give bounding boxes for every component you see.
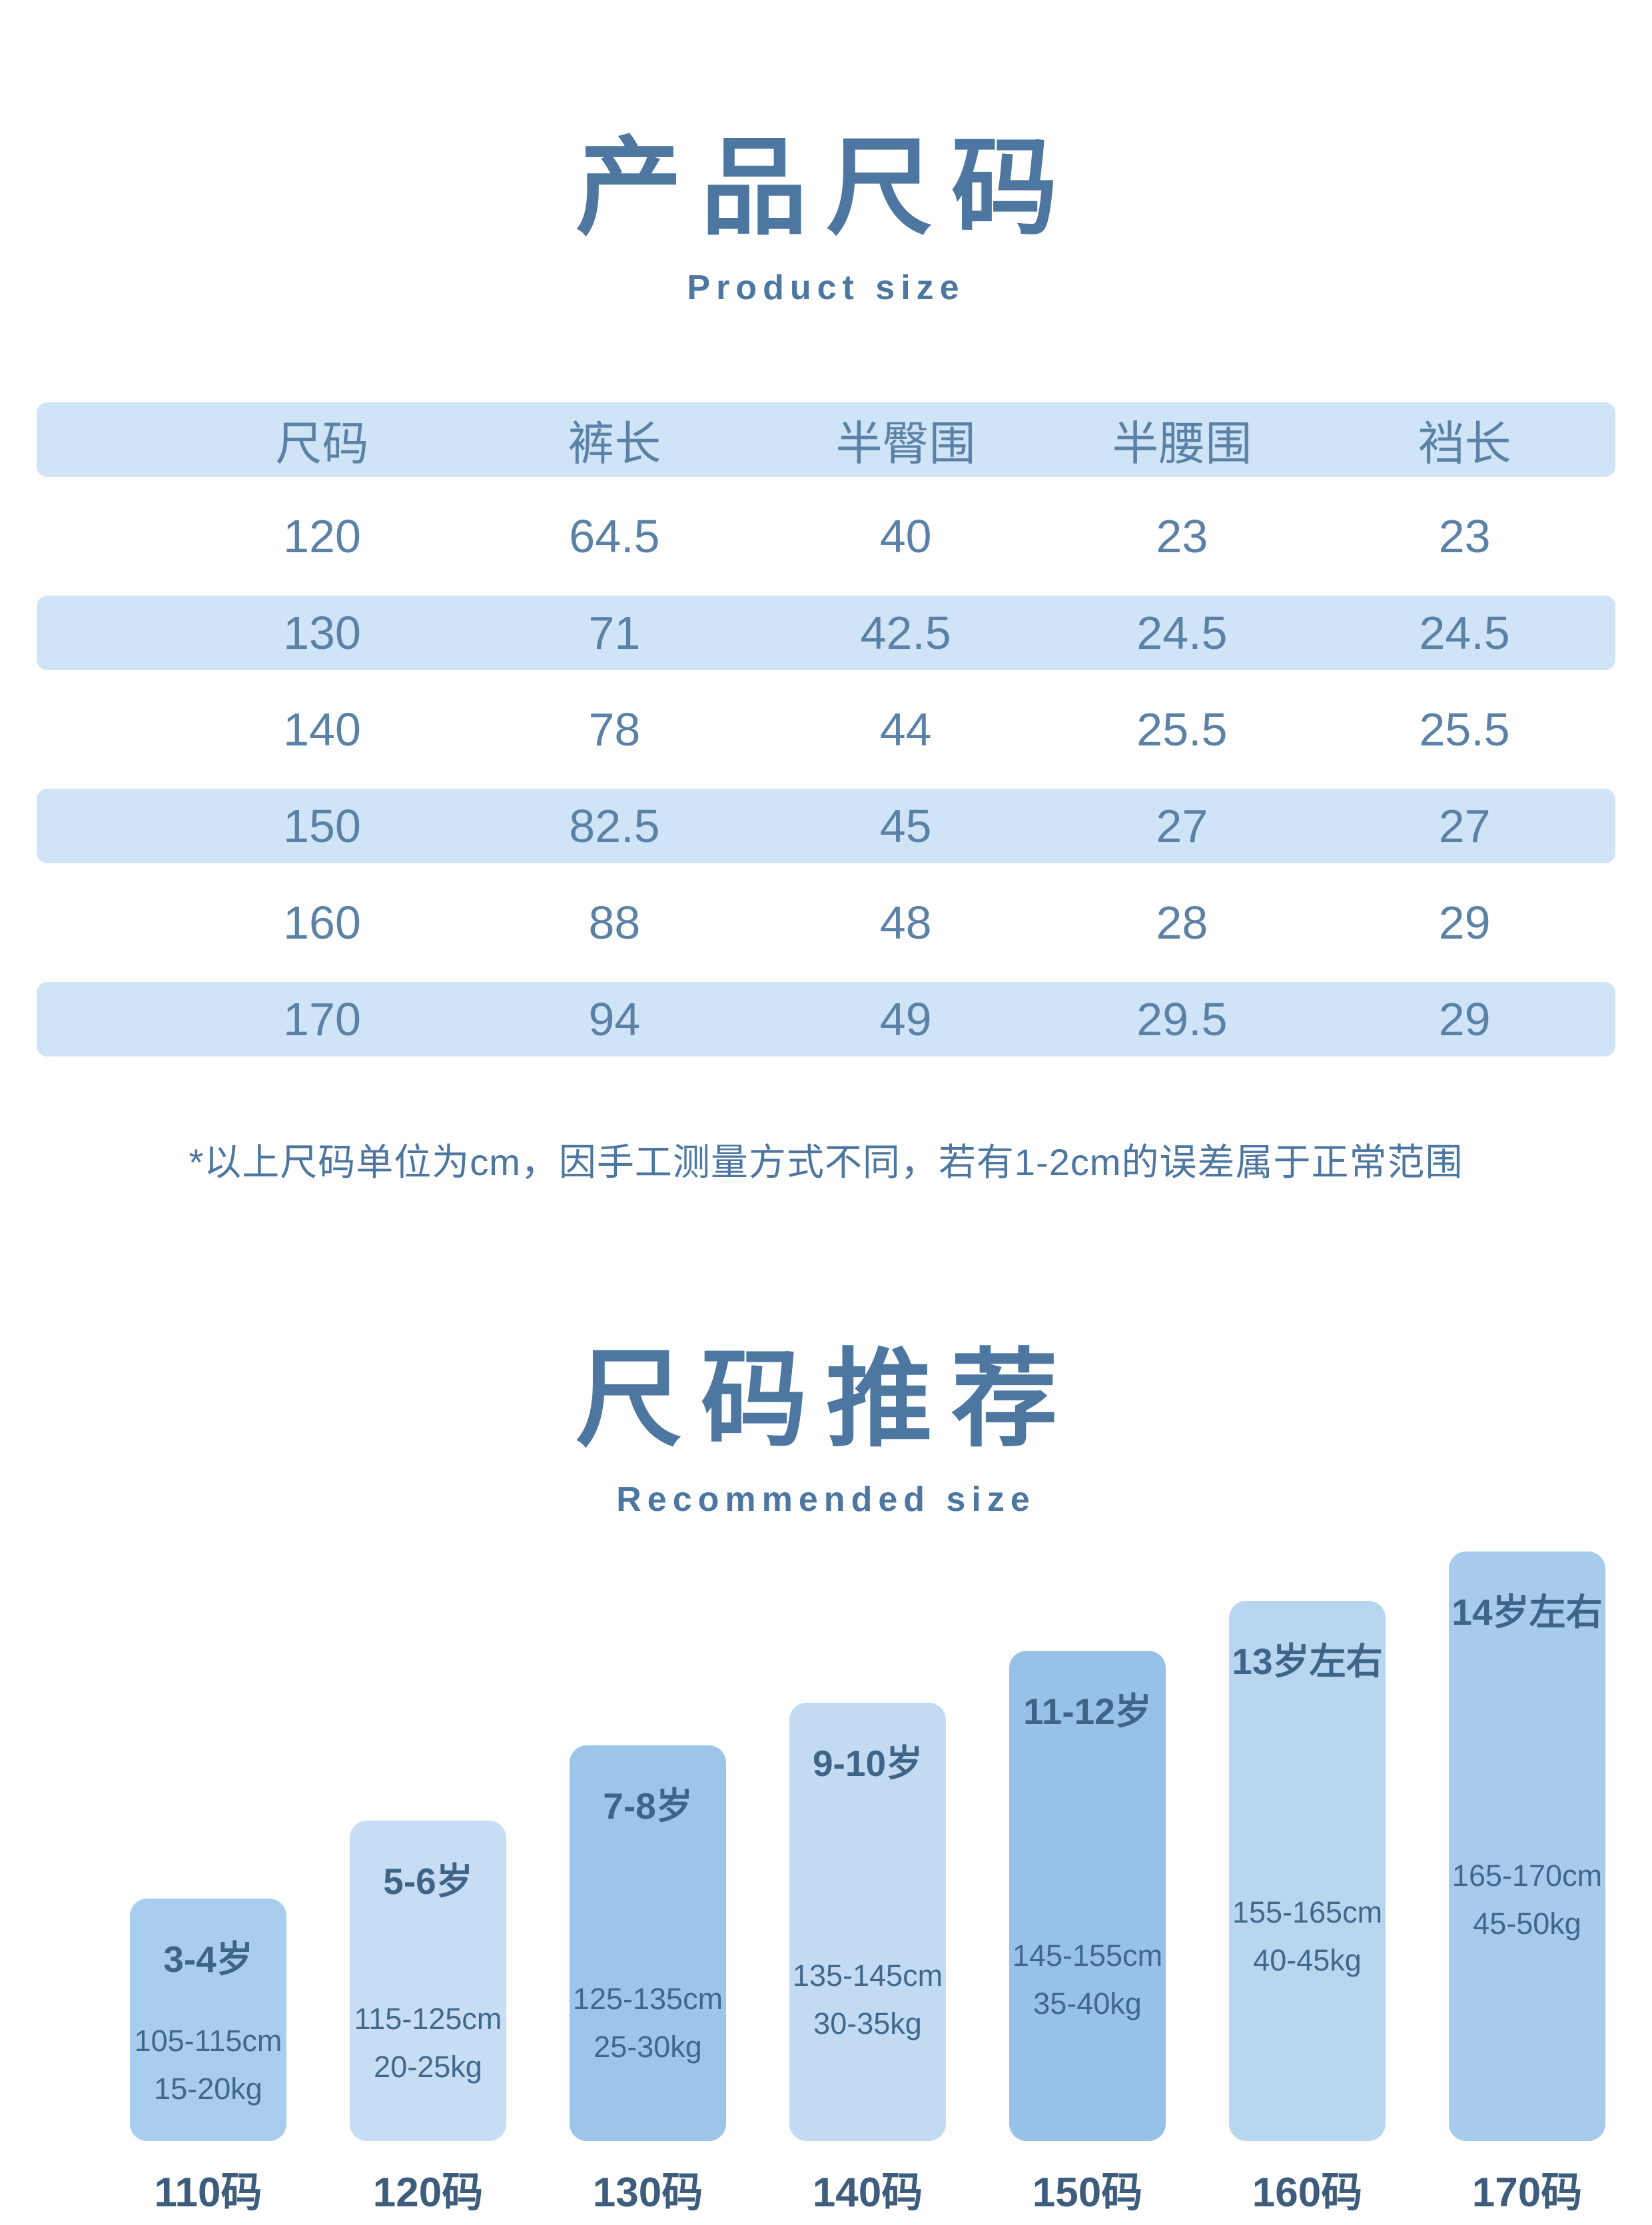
table-row: 150 82.5 45 27 27 (37, 789, 1615, 863)
bar-age-label: 9-10岁 (812, 1743, 923, 1784)
cell-size: 130 (283, 607, 361, 659)
size-bar-170: 14岁左右 165-170cm 45-50kg (1449, 1552, 1605, 2141)
cell-size: 140 (283, 703, 361, 755)
bar-range-block: 145-155cm 35-40kg (1013, 1932, 1162, 2141)
column-header-pants-length: 裤长 (568, 417, 661, 470)
cell-size: 120 (283, 510, 361, 562)
cell-half-waist: 24.5 (1136, 607, 1228, 659)
table-row: 140 78 44 25.5 25.5 (37, 692, 1615, 767)
bar-range-block: 165-170cm 45-50kg (1452, 1852, 1602, 2141)
bar-weight-range: 30-35kg (813, 2006, 922, 2040)
cell-crotch-length: 27 (1438, 800, 1491, 852)
measurement-note: *以上尺码单位为cm，因手工测量方式不同，若有1-2cm的误差属于正常范围 (189, 1141, 1463, 1183)
bar-weight-range: 25-30kg (594, 2030, 702, 2064)
bar-column-150: 11-12岁 145-155cm 35-40kg 150码 (1009, 1651, 1166, 2218)
bar-column-160: 13岁左右 155-165cm 40-45kg 160码 (1229, 1601, 1386, 2218)
table-row: 170 94 49 29.5 29 (37, 982, 1615, 1057)
size-bar-120: 5-6岁 115-125cm 20-25kg (350, 1821, 506, 2141)
cell-crotch-length: 29 (1438, 897, 1491, 949)
cell-half-hip: 40 (879, 510, 932, 562)
size-bar-140: 9-10岁 135-145cm 30-35kg (789, 1703, 946, 2141)
bar-column-170: 14岁左右 165-170cm 45-50kg 170码 (1449, 1552, 1605, 2218)
size-bar-130: 7-8岁 125-135cm 25-30kg (570, 1745, 726, 2141)
size-table: 尺码 裤长 半臀围 半腰围 裆长 120 64.5 40 23 23 130 7… (37, 402, 1615, 1057)
size-bar-150: 11-12岁 145-155cm 35-40kg (1009, 1651, 1166, 2141)
bar-size-label: 140码 (812, 2170, 923, 2216)
bar-weight-range: 35-40kg (1033, 1987, 1142, 2020)
cell-pants-length: 64.5 (569, 510, 660, 562)
bar-height-range: 165-170cm (1451, 1859, 1603, 1893)
bar-size-label: 130码 (592, 2170, 703, 2216)
cell-half-waist: 29.5 (1136, 993, 1228, 1045)
cell-size: 160 (283, 897, 361, 949)
cell-half-waist: 28 (1156, 897, 1208, 949)
cell-pants-length: 94 (588, 993, 641, 1045)
cell-half-waist: 23 (1156, 510, 1208, 562)
bar-weight-range: 15-20kg (154, 2072, 262, 2106)
bar-column-120: 5-6岁 115-125cm 20-25kg 120码 (350, 1821, 506, 2218)
cell-size: 170 (283, 993, 361, 1045)
bar-column-140: 9-10岁 135-145cm 30-35kg 140码 (789, 1703, 946, 2218)
table-header-row: 尺码 裤长 半臀围 半腰围 裆长 (37, 402, 1615, 477)
bar-height-range: 105-115cm (134, 2024, 282, 2058)
cell-crotch-length: 25.5 (1419, 703, 1510, 755)
recommended-size-subtitle: Recommended size (616, 1480, 1036, 1519)
bar-age-label: 14岁左右 (1451, 1591, 1603, 1633)
bar-range-block: 115-125cm 20-25kg (354, 1995, 502, 2141)
bar-age-label: 11-12岁 (1023, 1691, 1152, 1732)
column-header-crotch-length: 裆长 (1418, 417, 1511, 470)
table-row: 120 64.5 40 23 23 (37, 499, 1615, 574)
table-row: 160 88 48 28 29 (37, 885, 1615, 960)
bar-height-range: 155-165cm (1232, 1895, 1383, 1929)
size-bar-160: 13岁左右 155-165cm 40-45kg (1229, 1601, 1386, 2141)
cell-size: 150 (283, 800, 361, 852)
recommended-size-title: 尺码推荐 (575, 1340, 1076, 1459)
bar-age-label: 5-6岁 (383, 1861, 473, 1902)
bar-height-range: 135-145cm (792, 1959, 943, 1993)
bar-range-block: 155-165cm 40-45kg (1232, 1889, 1382, 2141)
column-header-size: 尺码 (275, 417, 369, 470)
cell-crotch-length: 24.5 (1419, 607, 1510, 659)
bar-column-130: 7-8岁 125-135cm 25-30kg 130码 (570, 1745, 726, 2218)
bar-age-label: 13岁左右 (1232, 1641, 1383, 1682)
cell-pants-length: 88 (588, 897, 641, 949)
bar-size-label: 120码 (372, 2170, 484, 2216)
bar-range-block: 135-145cm 30-35kg (793, 1952, 943, 2141)
column-header-half-waist: 半腰围 (1112, 417, 1252, 470)
bar-size-label: 170码 (1471, 2170, 1583, 2216)
bar-height-range: 125-135cm (572, 1982, 723, 2016)
bar-range-block: 125-135cm 25-30kg (573, 1975, 723, 2141)
bar-age-label: 3-4岁 (163, 1939, 253, 1980)
column-header-half-hip: 半臀围 (835, 417, 976, 470)
bar-size-label: 160码 (1252, 2170, 1363, 2216)
cell-pants-length: 71 (588, 607, 641, 659)
cell-half-hip: 42.5 (860, 607, 951, 659)
table-row: 130 71 42.5 24.5 24.5 (37, 596, 1615, 670)
bar-height-range: 115-125cm (354, 2002, 502, 2036)
cell-half-waist: 27 (1156, 800, 1208, 852)
cell-half-hip: 44 (879, 703, 932, 755)
cell-crotch-length: 23 (1438, 510, 1491, 562)
bar-column-110: 3-4岁 105-115cm 15-20kg 110码 (130, 1899, 286, 2218)
cell-half-hip: 45 (879, 800, 932, 852)
cell-crotch-length: 29 (1438, 993, 1491, 1045)
bar-height-range: 145-155cm (1012, 1939, 1163, 1973)
product-size-title: 产品尺码 (575, 128, 1076, 247)
bar-age-label: 7-8岁 (603, 1785, 693, 1827)
bar-size-label: 150码 (1032, 2170, 1143, 2216)
cell-pants-length: 82.5 (569, 800, 660, 852)
product-size-subtitle: Product size (687, 268, 965, 307)
bar-weight-range: 45-50kg (1473, 1907, 1581, 1941)
cell-half-waist: 25.5 (1136, 703, 1228, 755)
cell-half-hip: 49 (879, 993, 932, 1045)
bar-weight-range: 20-25kg (374, 2050, 482, 2084)
size-recommendation-bar-chart: 3-4岁 105-115cm 15-20kg 110码 5-6岁 115-125… (0, 1552, 1652, 2218)
size-bar-110: 3-4岁 105-115cm 15-20kg (130, 1899, 286, 2141)
cell-pants-length: 78 (588, 703, 641, 755)
cell-half-hip: 48 (879, 897, 932, 949)
bar-size-label: 110码 (154, 2170, 262, 2216)
bar-range-block: 105-115cm 15-20kg (135, 2017, 282, 2141)
bar-weight-range: 40-45kg (1253, 1943, 1362, 1977)
